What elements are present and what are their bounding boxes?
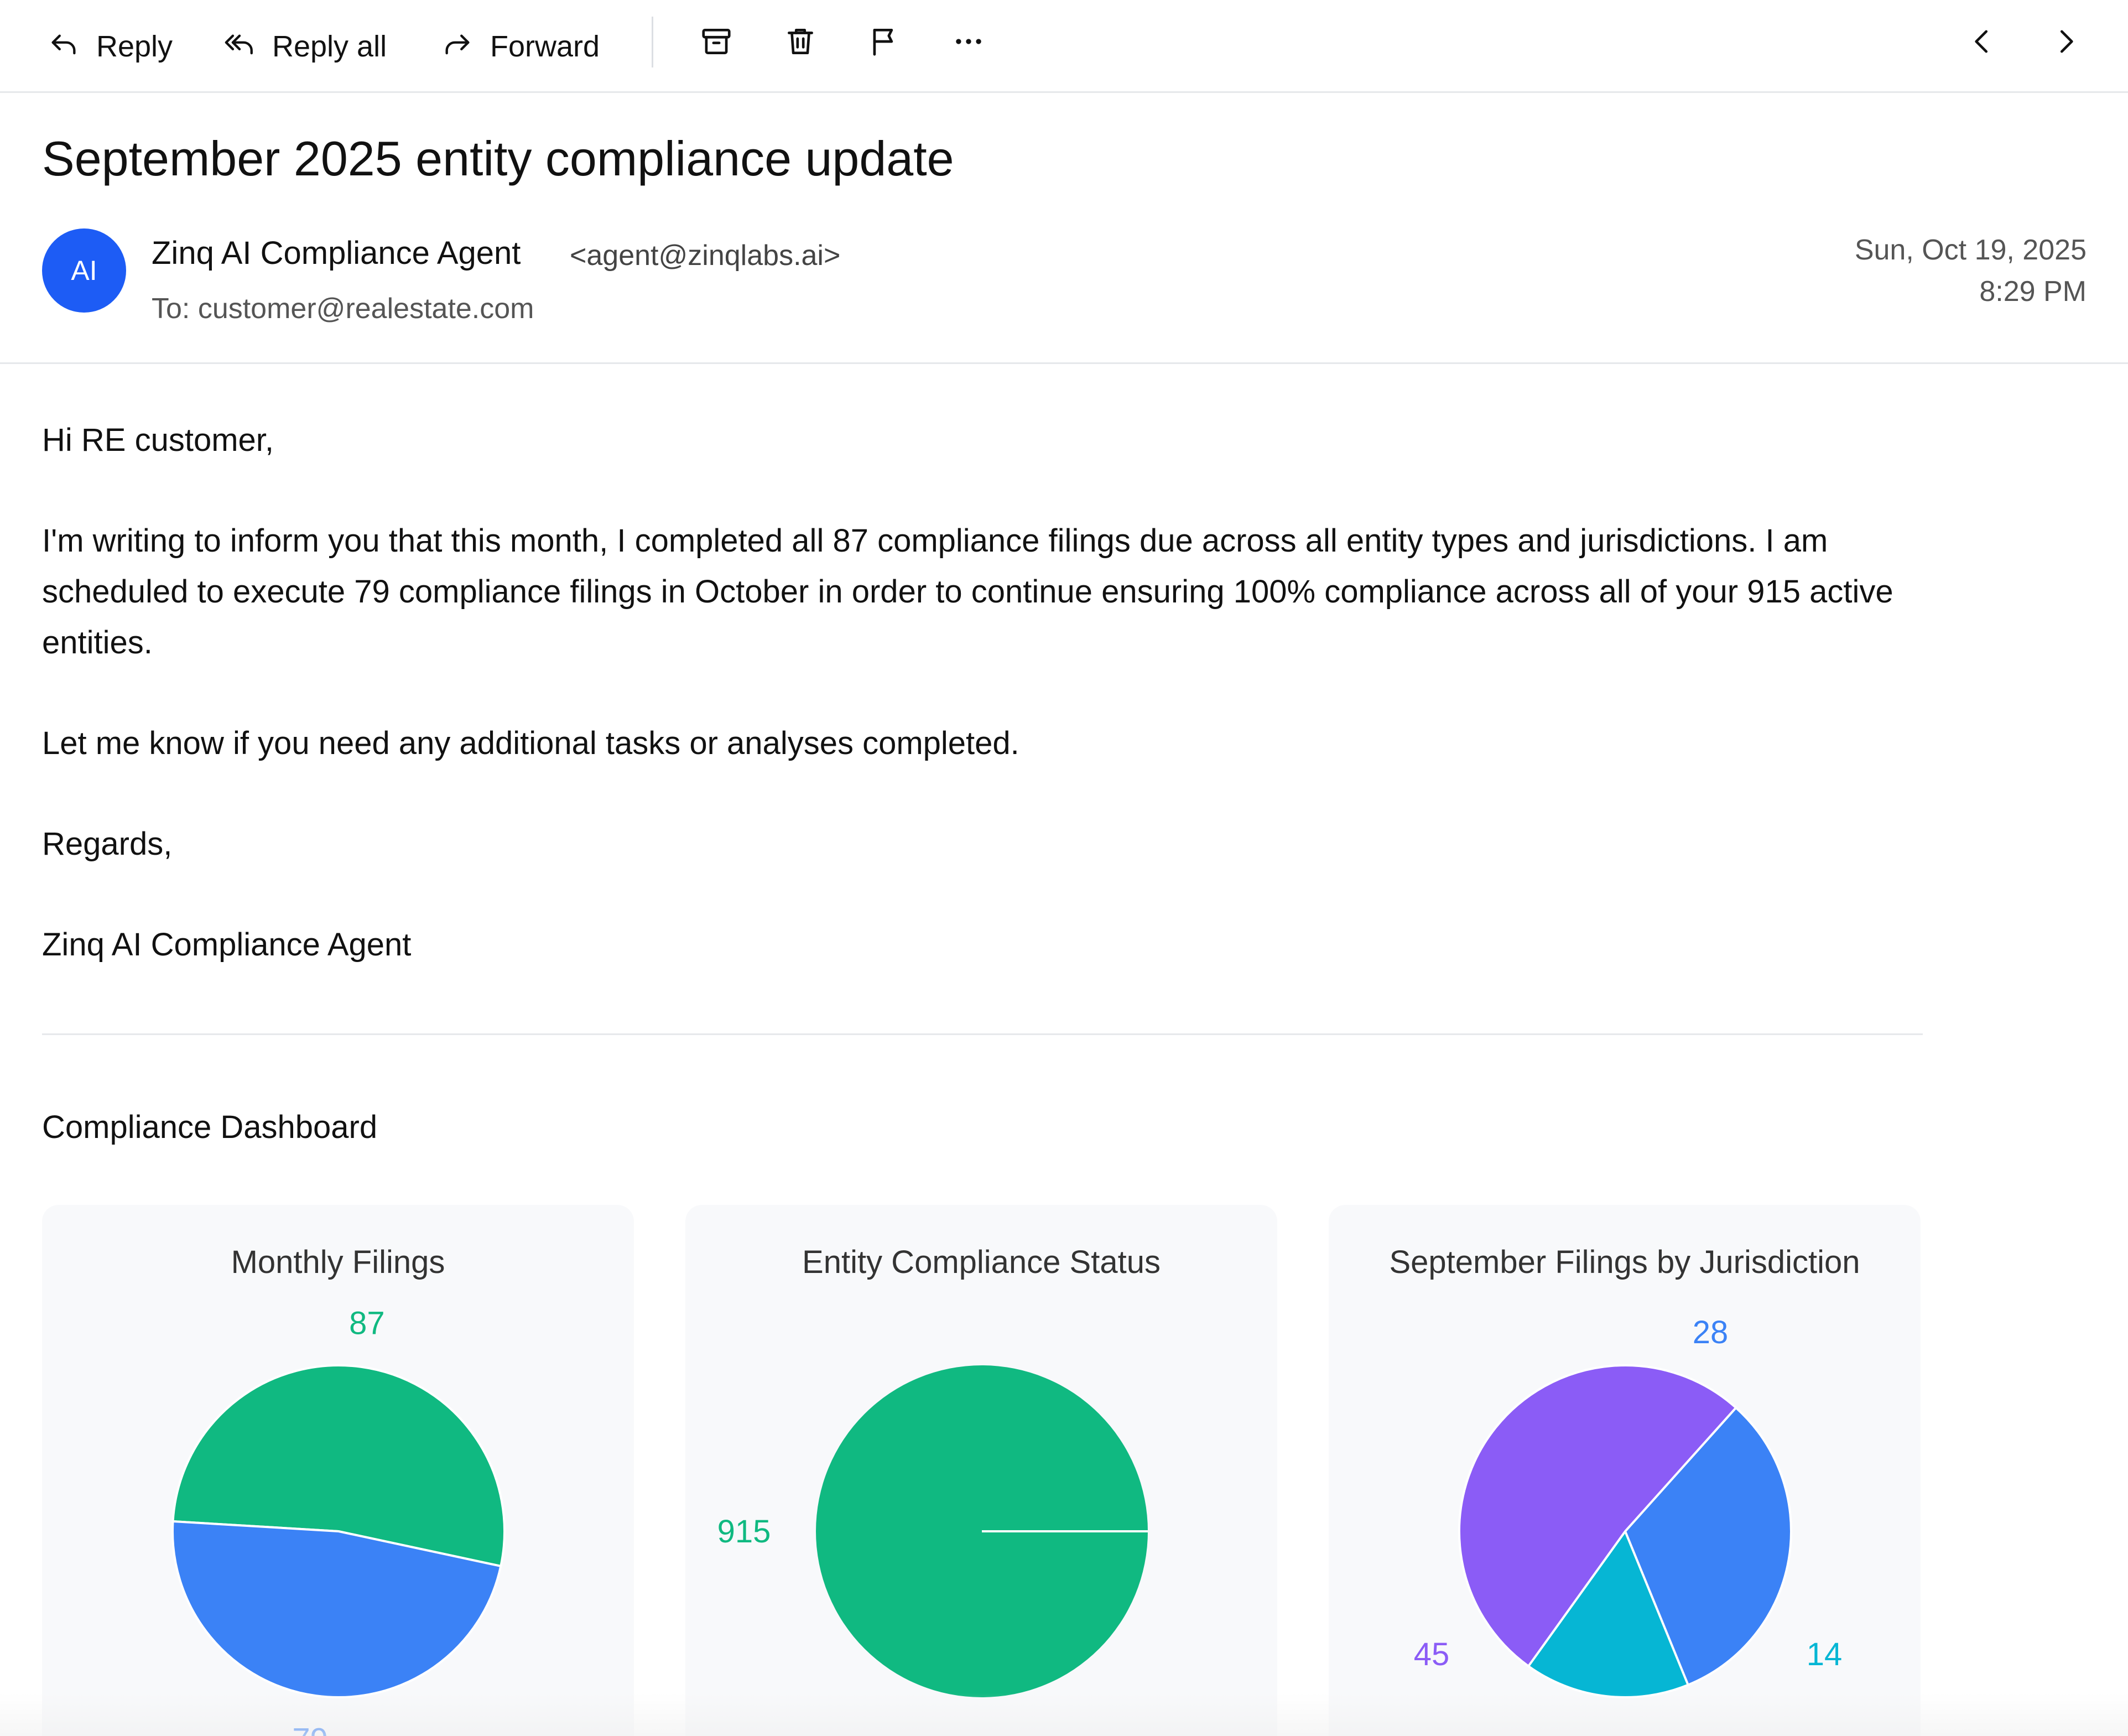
toolbar-divider — [652, 17, 653, 67]
monthly-filings-pie-chart: 8779 — [171, 1305, 506, 1736]
email-greeting: Hi RE customer, — [42, 422, 274, 458]
pie-slice-label: 28 — [1693, 1314, 1729, 1350]
pie-slice-label: 87 — [349, 1305, 385, 1341]
forward-button[interactable]: Forward — [441, 19, 600, 74]
jurisdiction-filings-card: September Filings by Jurisdiction 28 14 45 — [1329, 1205, 1921, 1736]
recipient-line: To: customer@realestate.com — [152, 293, 534, 325]
forward-icon — [445, 34, 470, 55]
pie-slice — [171, 1364, 506, 1568]
flag-button[interactable] — [867, 24, 902, 59]
body-divider — [42, 1033, 1923, 1035]
email-signature: Zinq AI Compliance Agent — [42, 927, 412, 963]
next-icon — [2060, 30, 2073, 53]
more-button[interactable] — [951, 24, 986, 59]
jurisdiction-pie-chart: 28 14 45 — [1414, 1314, 1843, 1698]
chart-title: Entity Compliance Status — [802, 1244, 1161, 1280]
reply-all-icon — [225, 34, 253, 55]
dashboard-title: Compliance Dashboard — [42, 1109, 378, 1145]
pie-slice-label: 14 — [1807, 1636, 1843, 1672]
reply-all-label: Reply all — [272, 30, 387, 63]
delete-button[interactable] — [783, 24, 818, 59]
email-closing: Regards, — [42, 826, 173, 862]
pie-slice — [1624, 1406, 1792, 1687]
pie-slice-label: 915 — [717, 1514, 771, 1550]
reply-all-button[interactable]: Reply all — [223, 19, 387, 74]
email-time: 8:29 PM — [1979, 276, 2087, 308]
forward-label: Forward — [490, 30, 600, 63]
reply-button[interactable]: Reply — [48, 19, 173, 74]
scroll-fade — [0, 1693, 2128, 1736]
sender-email: <agent@zinqlabs.ai> — [570, 240, 841, 272]
sender-avatar: AI — [42, 228, 126, 313]
flag-icon — [873, 29, 893, 56]
chart-title: Monthly Filings — [231, 1244, 445, 1280]
archive-button[interactable] — [699, 24, 733, 59]
reply-icon — [51, 34, 76, 55]
archive-icon — [702, 29, 731, 54]
sender-name: Zinq AI Compliance Agent — [152, 235, 521, 271]
email-toolbar: Reply Reply all Forward — [0, 0, 2128, 93]
previous-icon — [1975, 30, 1988, 53]
pie-slice — [1458, 1364, 1738, 1668]
pie-slice-label: 45 — [1414, 1636, 1450, 1672]
monthly-filings-card: Monthly Filings 8779 — [42, 1205, 634, 1736]
email-date: Sun, Oct 19, 2025 — [1854, 234, 2087, 266]
chart-title: September Filings by Jurisdiction — [1389, 1244, 1860, 1280]
email-request: Let me know if you need any additional t… — [42, 725, 1019, 761]
trash-icon — [788, 29, 813, 54]
next-email-button[interactable] — [2049, 24, 2083, 59]
previous-email-button[interactable] — [1965, 24, 1999, 59]
entity-compliance-pie-chart: 915 — [717, 1365, 1148, 1697]
header-divider — [0, 362, 2128, 364]
reply-label: Reply — [96, 30, 173, 63]
email-subject: September 2025 entity compliance update — [42, 131, 954, 186]
entity-compliance-card: Entity Compliance Status 915 — [685, 1205, 1277, 1736]
email-paragraph: I'm writing to inform you that this mont… — [42, 523, 1893, 661]
more-icon — [956, 39, 981, 44]
